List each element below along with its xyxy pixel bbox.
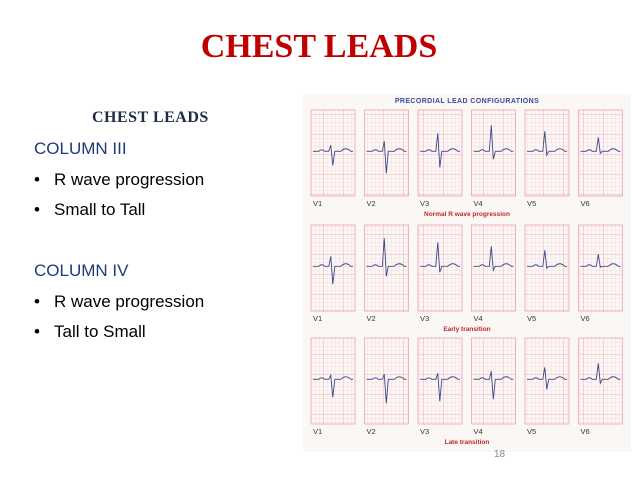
lead-label: V1 — [313, 427, 322, 436]
lead-label: V2 — [367, 199, 376, 208]
lead-label: V4 — [474, 314, 483, 323]
bullet-dot: • — [34, 170, 40, 189]
ecg-panel — [364, 109, 409, 197]
ecg-trace — [473, 125, 514, 160]
ecg-panel — [364, 224, 409, 312]
lead-label: V1 — [313, 199, 322, 208]
lead-label: V3 — [420, 199, 429, 208]
lead-label: V4 — [474, 427, 483, 436]
ecg-trace — [366, 374, 407, 404]
ecg-trace — [473, 246, 514, 272]
ecg-trace — [580, 137, 621, 155]
slide-title: CHEST LEADS — [200, 28, 438, 65]
lead-label: V2 — [367, 427, 376, 436]
ecg-trace — [366, 141, 407, 174]
row-caption: Late transition — [445, 439, 490, 446]
ecg-trace — [527, 131, 567, 157]
ecg-illustration: PRECORDIAL LEAD CONFIGURATIONS V1 V2 V3 V4 V… — [310, 98, 623, 446]
column-4-heading: COLUMN IV — [34, 261, 129, 280]
ecg-trace — [580, 363, 621, 385]
figure-title: PRECORDIAL LEAD CONFIGURATIONS — [395, 98, 539, 105]
ecg-panel — [471, 109, 516, 197]
column-4-bullet: • R wave progression — [34, 292, 204, 312]
column-3-heading: COLUMN III — [34, 139, 127, 158]
ecg-trace — [527, 250, 567, 270]
ecg-trace — [313, 373, 353, 398]
ecg-trace — [420, 373, 460, 402]
ecg-panel — [310, 109, 356, 197]
lead-label: V6 — [581, 314, 590, 323]
lead-label: V5 — [527, 427, 536, 436]
lead-label: V6 — [581, 427, 590, 436]
bullet-dot: • — [34, 200, 40, 219]
column-4-bullet-text: R wave progression — [54, 292, 205, 311]
ecg-trace — [420, 242, 460, 273]
ecg-trace — [473, 371, 514, 400]
column-3-bullet-text: Small to Tall — [54, 200, 146, 219]
ecg-panel — [524, 337, 570, 425]
lead-label: V6 — [581, 199, 590, 208]
ecg-panel — [417, 337, 463, 425]
lead-label: V4 — [474, 199, 483, 208]
lead-label: V2 — [367, 314, 376, 323]
row-caption: Normal R wave progression — [424, 211, 510, 218]
column-3-bullet: • R wave progression — [34, 170, 204, 190]
ecg-panel — [471, 337, 516, 425]
column-3-bullet: • Small to Tall — [34, 200, 145, 220]
lead-label: V3 — [420, 314, 429, 323]
bullet-dot: • — [34, 322, 40, 341]
ecg-trace — [366, 238, 407, 277]
lead-label: V3 — [420, 427, 429, 436]
ecg-panel — [417, 109, 463, 197]
ecg-panel — [310, 224, 356, 312]
ecg-panel — [417, 224, 463, 312]
ecg-panel — [578, 224, 623, 312]
ecg-trace — [313, 256, 353, 285]
page-number: 18 — [494, 449, 506, 460]
column-4-bullet-text: Tall to Small — [54, 322, 146, 341]
bullet-dot: • — [34, 292, 40, 311]
ecg-trace — [420, 133, 460, 168]
ecg-figure: PRECORDIAL LEAD CONFIGURATIONS V1 V2 V3 V4 V… — [303, 94, 631, 452]
lead-label: V1 — [313, 314, 322, 323]
ecg-trace — [527, 367, 567, 390]
lead-label: V5 — [527, 199, 536, 208]
ecg-panel — [364, 337, 409, 425]
row-caption: Early transition — [443, 326, 490, 333]
column-3-bullet-text: R wave progression — [54, 170, 205, 189]
ecg-trace — [313, 145, 353, 166]
slide-subtitle: CHEST LEADS — [92, 109, 209, 126]
column-4-bullet: • Tall to Small — [34, 322, 146, 342]
ecg-trace — [580, 254, 621, 268]
lead-label: V5 — [527, 314, 536, 323]
ecg-panel — [310, 337, 356, 425]
